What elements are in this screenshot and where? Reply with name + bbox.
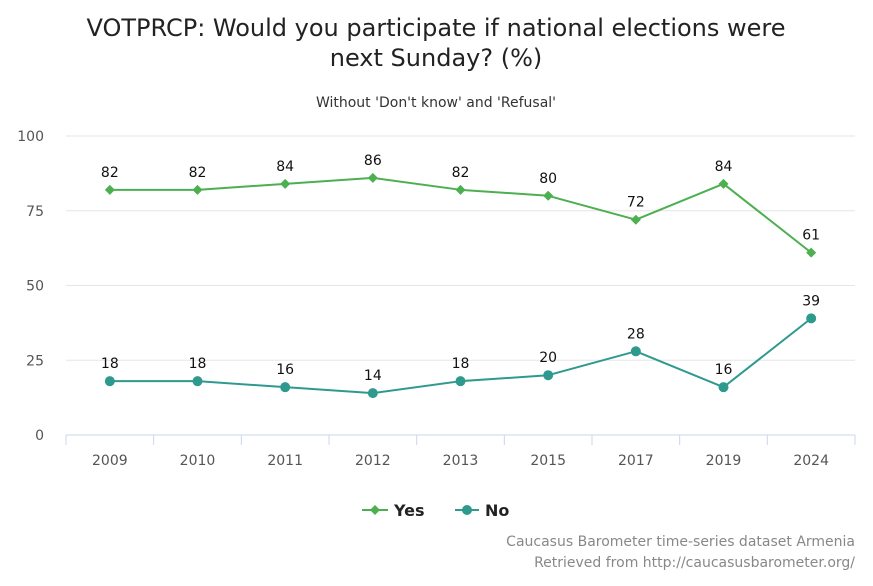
x-tick-label: 2010: [180, 453, 216, 469]
x-tick-label: 2024: [793, 453, 829, 469]
point-no: [630, 346, 641, 357]
point-yes: [280, 178, 291, 189]
x-axis: 2009 2010 2011 2012 2013 2015 2017 2019 2024: [65, 434, 856, 469]
data-label-yes: 82: [189, 165, 207, 181]
gridlines: [66, 135, 855, 361]
data-labels: 82 82 84 86 82 80 72 84 61 18 18 16 14 18 20 28 16 39: [101, 153, 820, 384]
data-label-yes: 84: [276, 159, 294, 175]
data-label-no: 28: [627, 326, 645, 342]
legend-yes-label: Yes: [393, 501, 425, 520]
legend-no-marker: [462, 505, 472, 515]
point-yes: [367, 172, 378, 183]
data-label-yes: 82: [101, 165, 119, 181]
x-tick-label: 2009: [92, 453, 128, 469]
credit-line-2[interactable]: Retrieved from http://caucasusbarometer.…: [534, 555, 855, 571]
x-tick-label: 2017: [618, 453, 654, 469]
data-label-yes: 86: [364, 153, 382, 169]
point-yes: [543, 190, 554, 201]
point-no: [543, 370, 554, 381]
data-label-no: 16: [276, 362, 294, 378]
chart-title-line1: VOTPRCP: Would you participate if nation…: [86, 14, 785, 42]
y-tick-label: 50: [26, 279, 44, 295]
point-yes: [455, 184, 466, 195]
point-yes: [192, 184, 203, 195]
data-label-yes: 72: [627, 195, 645, 211]
point-yes: [718, 178, 729, 189]
y-tick-label: 0: [35, 428, 44, 444]
data-label-no: 18: [101, 356, 119, 372]
point-no: [718, 382, 729, 393]
point-no: [455, 376, 466, 387]
point-no: [104, 376, 115, 387]
y-axis: 0 25 50 75 100: [17, 129, 44, 444]
x-tick-label: 2019: [706, 453, 742, 469]
legend: Yes No: [362, 501, 509, 520]
x-tick-label: 2013: [443, 453, 479, 469]
data-label-no: 20: [539, 350, 557, 366]
legend-item-yes[interactable]: Yes: [362, 501, 425, 520]
point-no: [280, 382, 291, 393]
credit-line-1: Caucasus Barometer time-series dataset A…: [506, 534, 855, 550]
y-tick-label: 100: [17, 129, 44, 145]
data-label-no: 16: [715, 362, 733, 378]
y-tick-label: 75: [26, 204, 44, 220]
chart-subtitle: Without 'Don't know' and 'Refusal': [316, 95, 556, 111]
point-no: [192, 376, 203, 387]
data-label-no: 39: [802, 293, 820, 309]
legend-item-no[interactable]: No: [455, 501, 509, 520]
point-yes: [104, 184, 115, 195]
x-tick-label: 2011: [267, 453, 303, 469]
data-label-yes: 61: [802, 228, 820, 244]
data-label-yes: 82: [452, 165, 470, 181]
point-yes: [806, 247, 817, 258]
data-label-no: 18: [189, 356, 207, 372]
series-group: [104, 172, 817, 399]
data-label-no: 14: [364, 368, 382, 384]
x-tick-label: 2012: [355, 453, 391, 469]
data-label-yes: 84: [715, 159, 733, 175]
point-no: [806, 313, 817, 324]
data-label-no: 18: [452, 356, 470, 372]
data-label-yes: 80: [539, 171, 557, 187]
y-tick-label: 25: [26, 353, 44, 369]
x-tick-label: 2015: [530, 453, 566, 469]
legend-yes-marker: [370, 505, 380, 515]
chart-title-line2: next Sunday? (%): [330, 44, 543, 72]
point-yes: [630, 214, 641, 225]
legend-no-label: No: [485, 501, 509, 520]
point-no: [367, 388, 378, 399]
